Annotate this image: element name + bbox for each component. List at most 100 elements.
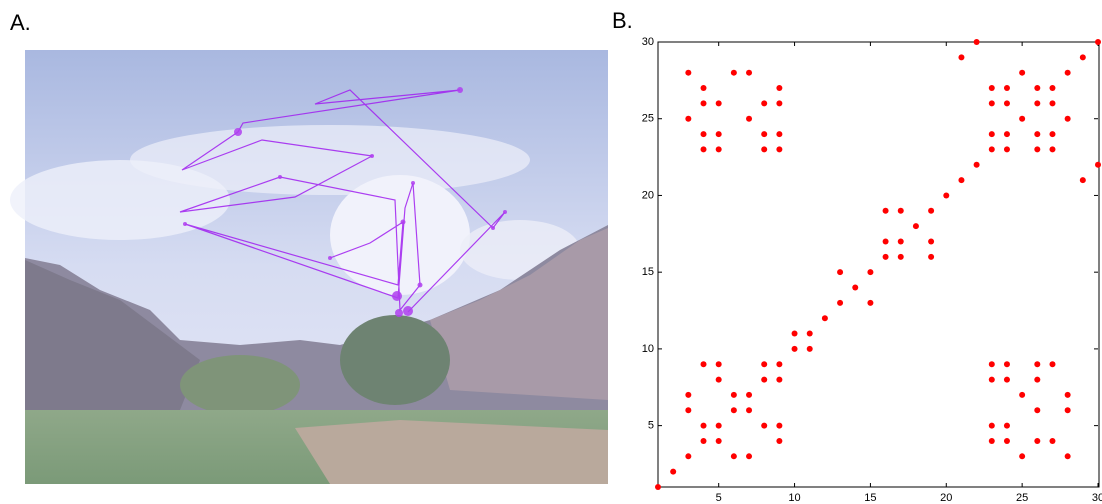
point (1034, 407, 1041, 414)
x-tick-label: 5 (716, 492, 722, 504)
point (837, 269, 844, 276)
point (821, 315, 828, 322)
point (700, 85, 707, 92)
point (1095, 39, 1101, 45)
point (670, 468, 677, 475)
point (928, 207, 935, 214)
point (776, 376, 783, 383)
point (897, 207, 904, 214)
y-tick-label: 5 (648, 420, 654, 432)
point (655, 484, 661, 490)
point (988, 437, 995, 444)
y-tick-label: 25 (642, 113, 654, 125)
point (882, 238, 889, 245)
x-tick-label: 15 (864, 492, 876, 504)
x-tick-label: 30 (1092, 492, 1102, 504)
point (1064, 407, 1071, 414)
point (1019, 115, 1026, 122)
point (761, 131, 768, 138)
point (1003, 131, 1010, 138)
point (1049, 131, 1056, 138)
point (715, 376, 722, 383)
point (1019, 69, 1026, 76)
y-tick-label: 10 (642, 343, 654, 355)
point (776, 85, 783, 92)
point (685, 115, 692, 122)
point (776, 146, 783, 153)
point (685, 407, 692, 414)
point (700, 422, 707, 429)
panel-label: B. (612, 8, 633, 33)
panel-label: A. (10, 10, 31, 35)
point (988, 361, 995, 368)
point (928, 238, 935, 245)
point (1079, 177, 1086, 184)
point (761, 100, 768, 107)
point (1064, 115, 1071, 122)
point (700, 146, 707, 153)
point (715, 361, 722, 368)
fixations (183, 87, 507, 317)
scanpath (179, 89, 506, 313)
point (776, 100, 783, 107)
point (973, 161, 980, 168)
point (988, 146, 995, 153)
point (897, 253, 904, 260)
point (746, 69, 753, 76)
point (806, 345, 813, 352)
point (897, 238, 904, 245)
point (730, 69, 737, 76)
x-tick-label: 25 (1016, 492, 1028, 504)
point (715, 437, 722, 444)
point (1003, 85, 1010, 92)
point (867, 299, 874, 306)
point (1034, 85, 1041, 92)
point (1019, 391, 1026, 398)
point (1049, 100, 1056, 107)
point (1034, 146, 1041, 153)
point (973, 39, 980, 45)
x-tick-label: 10 (788, 492, 800, 504)
x-tick-label: 20 (940, 492, 952, 504)
point (943, 192, 950, 199)
point (685, 391, 692, 398)
point (988, 85, 995, 92)
point (988, 422, 995, 429)
point (852, 284, 859, 291)
point (776, 422, 783, 429)
point (1019, 453, 1026, 460)
point (1064, 391, 1071, 398)
point (715, 100, 722, 107)
point (837, 299, 844, 306)
point (1003, 361, 1010, 368)
point (685, 453, 692, 460)
point (988, 100, 995, 107)
point (761, 422, 768, 429)
point (715, 131, 722, 138)
point (988, 376, 995, 383)
point (912, 223, 919, 230)
point (958, 54, 965, 61)
point (730, 407, 737, 414)
plot-frame (657, 41, 1100, 488)
y-tick-label: 30 (642, 36, 654, 48)
point (746, 391, 753, 398)
point (685, 69, 692, 76)
point (1003, 376, 1010, 383)
point (715, 146, 722, 153)
point (700, 437, 707, 444)
point (1003, 146, 1010, 153)
point (776, 437, 783, 444)
point (1034, 376, 1041, 383)
point (1034, 131, 1041, 138)
point (761, 361, 768, 368)
point (700, 361, 707, 368)
point (1079, 54, 1086, 61)
point (1003, 437, 1010, 444)
point (882, 253, 889, 260)
point (867, 269, 874, 276)
point (730, 391, 737, 398)
point (791, 345, 798, 352)
point (746, 453, 753, 460)
